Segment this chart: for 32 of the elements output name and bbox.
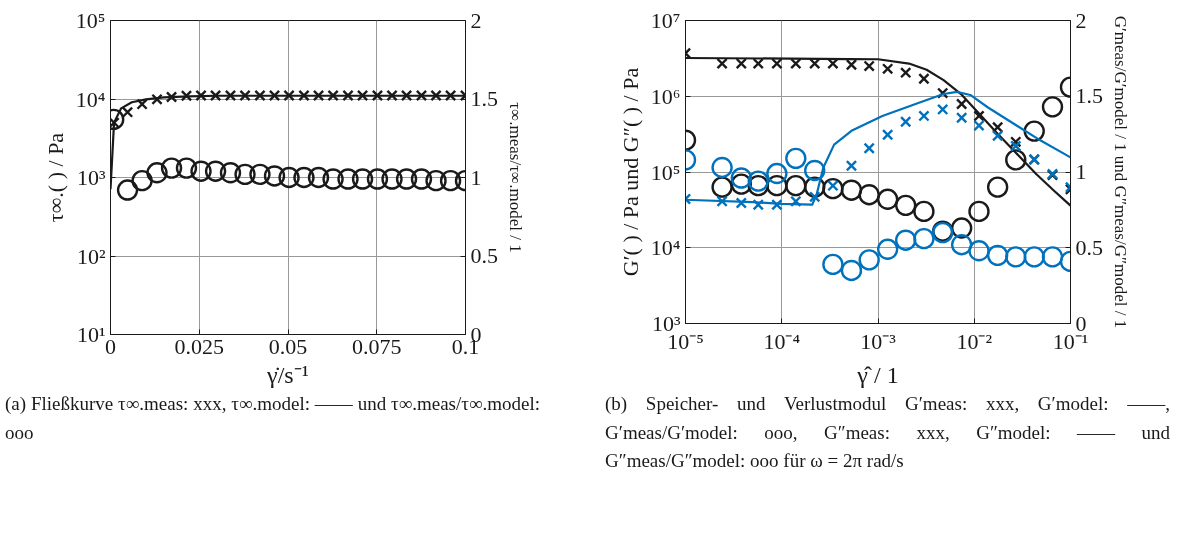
y2-tick-label: 0.5 <box>1075 234 1103 260</box>
y-tick-label: 10² <box>76 243 106 269</box>
y-axis-title: τ∞.( ) / Pa <box>42 132 68 223</box>
y-tick-label: 10⁶ <box>650 83 681 109</box>
text: (b) Speicher- und Verlustmodul G′meas: xxx, G′model: ——, G′meas/G′model: ooo, G″meas: xxx, G″model: —— und G″meas/G″model: ooo für ω = 2π rad/s <box>605 392 1170 473</box>
y2-tick-label: 1 <box>1075 159 1087 184</box>
y2-tick-label: 2 <box>1075 7 1087 33</box>
y-tick-label: 10⁴ <box>75 86 106 112</box>
x-tick-label: 0.025 <box>174 333 224 359</box>
x-axis-title: γ̇/s⁻¹ <box>266 361 309 388</box>
x-tick-label: 10⁻² <box>956 328 993 354</box>
y-tick-label: 10¹ <box>76 322 106 347</box>
y2-axis-title: τ∞.meas/τ∞.model / 1 <box>506 102 525 253</box>
y-tick-label: 10³ <box>76 165 106 190</box>
y-tick-label: 10⁵ <box>650 159 681 185</box>
x-tick-label: 0.05 <box>268 333 308 359</box>
y2-tick-label: 1.5 <box>470 86 498 111</box>
y2-tick-label: 0.5 <box>470 243 498 268</box>
y2-tick-label: 1 <box>470 164 482 190</box>
y-tick-label: 10⁷ <box>650 8 681 33</box>
x-tick-label: 10⁻⁴ <box>763 328 801 354</box>
y-tick-label: 10⁴ <box>650 235 681 261</box>
y-tick-label: 10⁵ <box>75 8 106 33</box>
x-tick-label: 0.075 <box>352 333 402 359</box>
y-axis-title: G′( ) / Pa und G″( ) / Pa <box>617 67 643 277</box>
x-tick-label: 0 <box>105 333 116 359</box>
y2-axis-title: G′meas/G′model / 1 und G″meas/G″model / 1 <box>1111 15 1130 329</box>
y2-tick-label: 1.5 <box>1075 83 1103 109</box>
text: (a) Fließkurve τ∞.meas: xxx, τ∞.model: —— und τ∞.meas/τ∞.model: ooo <box>5 392 540 445</box>
y2-tick-label: 2 <box>470 7 482 33</box>
x-tick-label: 10⁻³ <box>860 328 897 354</box>
x-axis-title: γ̂ / 1 <box>856 361 899 388</box>
